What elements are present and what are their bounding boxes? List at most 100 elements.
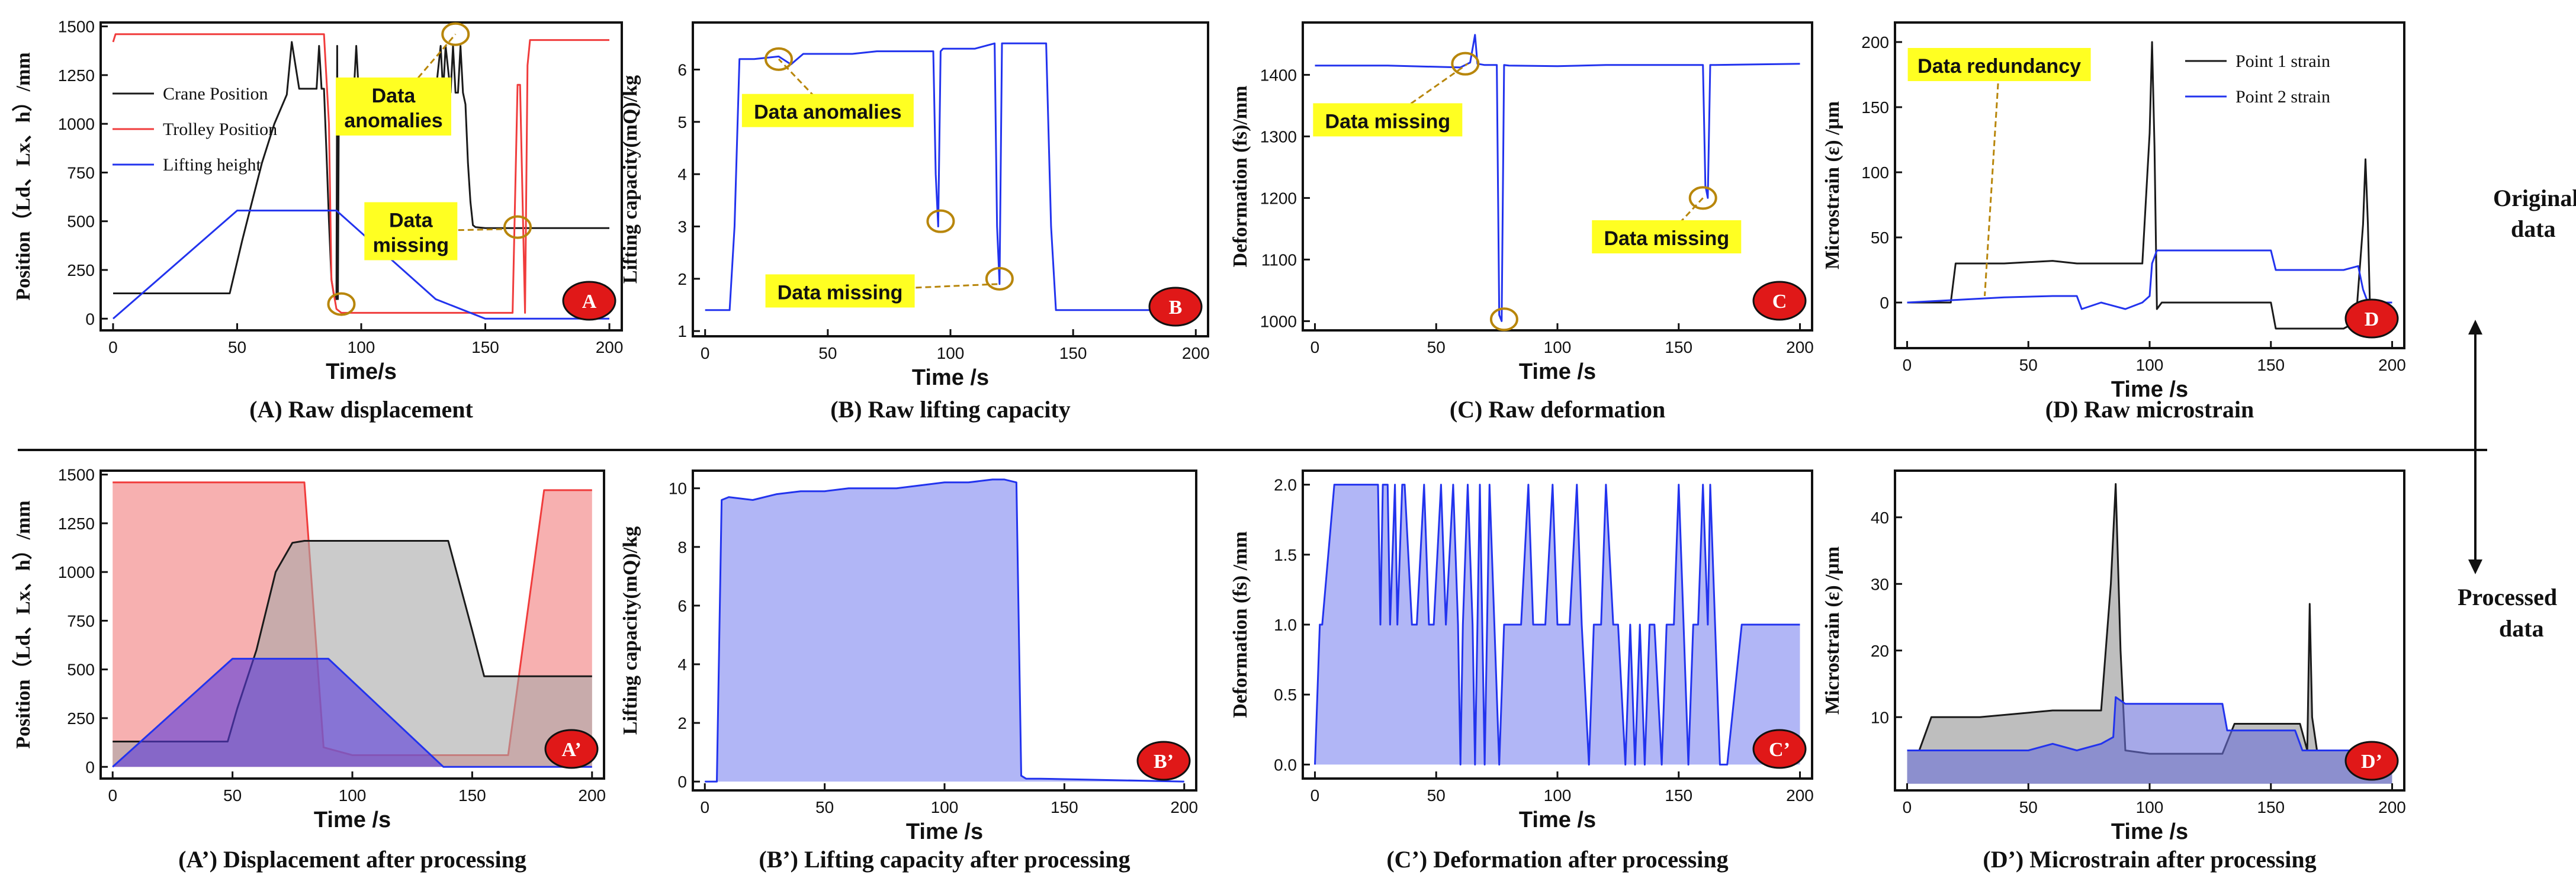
panel-badge-label: A: [582, 291, 597, 313]
series-trolley-position: [112, 33, 609, 314]
annotation-text: Data missing: [1604, 227, 1729, 250]
y-tick-label: 10: [1871, 708, 1889, 726]
y-tick-label: 1500: [58, 18, 95, 36]
y-tick-label: 0.0: [1274, 755, 1297, 774]
x-tick-label: 0: [108, 786, 117, 805]
legend-entry: Trolley Position: [163, 120, 277, 139]
y-axis-label: Position（Ld、Lx、h）/mm: [11, 500, 34, 748]
x-tick-label: 100: [1544, 338, 1572, 356]
anomaly-circle: [1489, 307, 1518, 332]
y-tick-label: 1250: [58, 514, 95, 533]
panel-badge: [1148, 287, 1203, 327]
plot-frame: [99, 21, 623, 332]
y-axis-label: Microstrain (ε) /μm: [1822, 101, 1843, 269]
original-label-line1: Original: [2493, 185, 2576, 211]
plot-area: [112, 33, 609, 320]
y-tick-label: 1400: [1260, 66, 1297, 84]
annotation-box: [765, 274, 915, 308]
y-tick-label: 0: [677, 773, 687, 791]
x-tick-label: 100: [1544, 786, 1572, 805]
x-tick-label: 0: [1311, 786, 1320, 805]
panel-caption: (B’) Lifting capacity after processing: [759, 846, 1130, 873]
y-tick-label: 0: [85, 758, 95, 776]
y-tick-label: 50: [1871, 229, 1889, 247]
x-tick-label: 0: [108, 338, 118, 356]
panel-badge: [562, 281, 616, 321]
panel-C: 0 50 100 150 200 1000 1100 1200 1300 1400 Time /s D…: [1229, 21, 1814, 423]
y-tick-label: 8: [677, 538, 687, 557]
y-tick-label: 750: [67, 612, 95, 630]
x-tick-label: 100: [348, 338, 375, 356]
y-axis-label: Deformation (fs)/mm: [1229, 86, 1251, 268]
y-tick-label: 500: [67, 661, 95, 679]
panel-caption: (A’) Displacement after processing: [178, 846, 526, 873]
x-tick-label: 150: [458, 786, 486, 805]
x-tick-label: 100: [339, 786, 367, 805]
x-tick-label: 150: [2257, 798, 2285, 816]
x-tick-label: 50: [2019, 798, 2038, 816]
x-tick-label: 150: [1051, 798, 1078, 816]
annotation-text: Data: [372, 85, 416, 107]
x-tick-label: 200: [1182, 344, 1210, 362]
y-tick-label: 10: [669, 480, 687, 498]
x-tick-label: 50: [818, 344, 837, 362]
panel-badge-label: D’: [2361, 751, 2382, 773]
annotation-box: [1592, 220, 1742, 253]
y-tick-label: 1.5: [1274, 546, 1297, 564]
y-tick-label: 1300: [1260, 127, 1297, 146]
panel-caption: (C) Raw deformation: [1450, 396, 1665, 423]
plot-area: [705, 478, 1184, 783]
annotation-text: anomalies: [344, 110, 442, 132]
x-tick-label: 0: [1311, 338, 1320, 356]
processed-label-line2: data: [2499, 615, 2544, 642]
x-tick-label: 150: [471, 338, 499, 356]
x-tick-label: 150: [2257, 356, 2285, 374]
series-lifting-height: [112, 658, 592, 768]
y-tick-label: 1100: [1261, 250, 1297, 269]
anomaly-circle: [1451, 52, 1480, 76]
y-tick-label: 750: [67, 163, 95, 182]
y-tick-label: 1000: [58, 115, 95, 133]
annotation-text: Data redundancy: [1917, 55, 2081, 78]
plot-area: [1315, 34, 1800, 322]
series-deformation: [1315, 34, 1800, 322]
y-tick-label: 1.0: [1274, 616, 1297, 634]
x-tick-label: 150: [1665, 338, 1692, 356]
y-tick-label: 1250: [58, 66, 95, 85]
plot-area: [1907, 41, 2392, 330]
panel-badge-label: B: [1169, 297, 1183, 319]
y-axis-label: Lifting capacity(mQ)/kg: [619, 75, 641, 284]
panel-badge: [2344, 741, 2399, 781]
annotation-text: Data missing: [778, 281, 903, 304]
x-tick-label: 200: [2378, 356, 2406, 374]
x-tick-label: 100: [2136, 798, 2164, 816]
x-axis-label: Time /s: [2111, 377, 2188, 402]
annotation-leader: [840, 283, 1000, 292]
x-tick-label: 200: [578, 786, 606, 805]
panel-caption: (D) Raw microstrain: [2045, 396, 2254, 423]
annotation-box: [1313, 103, 1463, 137]
panel-badge: [1752, 281, 1807, 321]
plot-area: [705, 42, 1196, 311]
panel-badge-label: D: [2365, 308, 2379, 330]
x-tick-label: 100: [2136, 356, 2164, 374]
x-tick-label: 50: [2019, 356, 2038, 374]
y-tick-label: 100: [1861, 163, 1889, 182]
series-deformation: [1314, 484, 1800, 766]
anomaly-circle: [1688, 186, 1717, 210]
x-tick-label: 200: [1170, 798, 1198, 816]
y-tick-label: 30: [1871, 575, 1889, 593]
y-tick-label: 1500: [58, 466, 95, 484]
area-lifting-height: [113, 658, 592, 767]
series-lifting-height: [113, 210, 609, 320]
y-tick-label: 2: [677, 714, 687, 732]
processed-label-line1: Processed: [2458, 584, 2557, 610]
panel-badge: [2344, 298, 2399, 339]
plot-frame: [1302, 21, 1813, 332]
panel-A: 0 50 100 150 200 0 250 500 750 1000 1250 1500 Time/s…: [11, 18, 623, 423]
x-tick-label: 0: [701, 344, 710, 362]
y-axis-label: Microstrain (ε) /μm: [1822, 546, 1843, 715]
y-tick-label: 200: [1861, 33, 1889, 52]
panel-badge: [1752, 729, 1807, 769]
panel-caption: (D’) Microstrain after processing: [1983, 846, 2316, 873]
